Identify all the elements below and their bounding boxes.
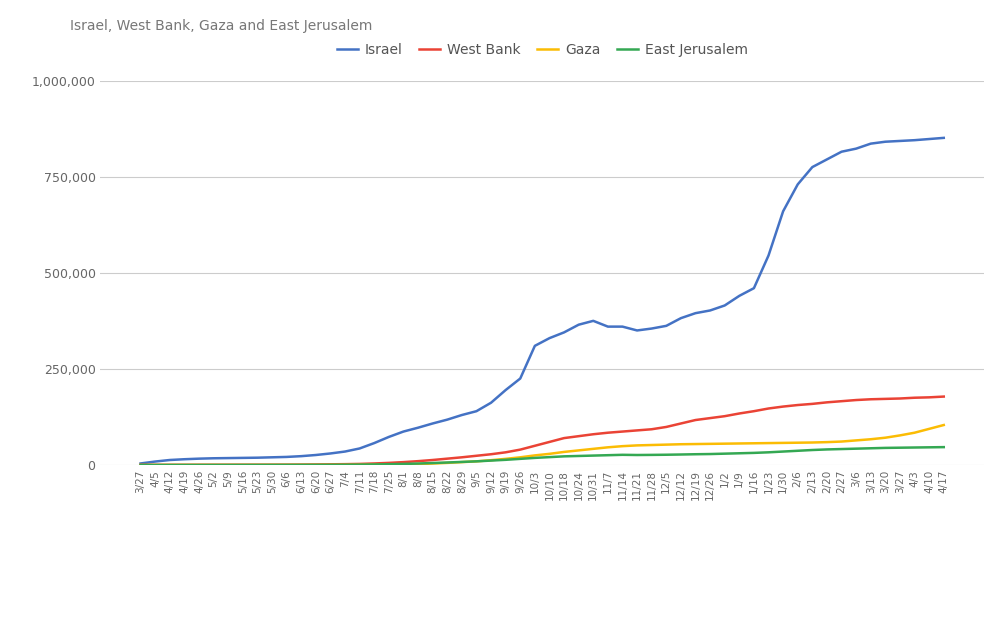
Line: West Bank: West Bank: [140, 397, 943, 465]
Israel: [149, 458, 161, 465]
Gaza: [631, 441, 643, 449]
Line: East Jerusalem: East Jerusalem: [140, 447, 943, 465]
Line: Gaza: Gaza: [140, 425, 943, 465]
West Bank: [426, 456, 438, 464]
Gaza: [587, 445, 599, 453]
East Jerusalem: [937, 443, 949, 451]
East Jerusalem: [747, 449, 759, 456]
East Jerusalem: [426, 459, 438, 467]
Israel: [937, 134, 949, 141]
East Jerusalem: [631, 451, 643, 459]
West Bank: [149, 461, 161, 469]
West Bank: [631, 427, 643, 434]
Gaza: [149, 461, 161, 469]
West Bank: [747, 407, 759, 415]
West Bank: [134, 461, 146, 469]
West Bank: [660, 423, 672, 431]
West Bank: [937, 393, 949, 401]
Israel: [134, 460, 146, 467]
Gaza: [660, 441, 672, 448]
East Jerusalem: [660, 451, 672, 458]
Gaza: [426, 460, 438, 467]
Gaza: [747, 440, 759, 447]
Gaza: [937, 422, 949, 429]
East Jerusalem: [149, 461, 161, 469]
West Bank: [587, 430, 599, 438]
Israel: [660, 322, 672, 330]
Legend: Israel, West Bank, Gaza, East Jerusalem: Israel, West Bank, Gaza, East Jerusalem: [331, 38, 752, 63]
East Jerusalem: [587, 452, 599, 459]
East Jerusalem: [134, 461, 146, 469]
Text: Israel, West Bank, Gaza and East Jerusalem: Israel, West Bank, Gaza and East Jerusal…: [70, 19, 372, 33]
Israel: [587, 317, 599, 325]
Gaza: [134, 461, 146, 469]
Israel: [747, 285, 759, 292]
Israel: [631, 327, 643, 334]
Line: Israel: Israel: [140, 138, 943, 464]
Israel: [426, 420, 438, 427]
